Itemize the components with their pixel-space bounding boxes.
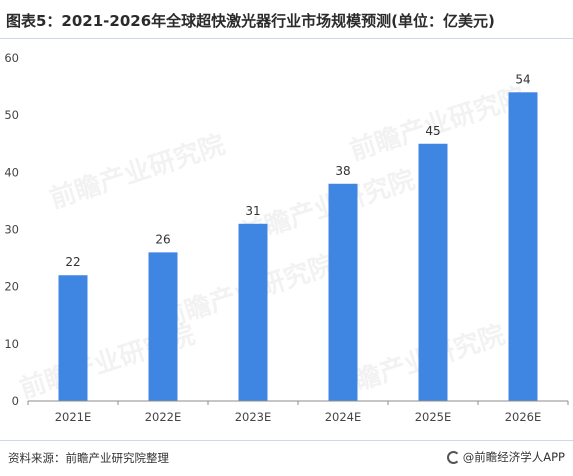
- y-tick-label: 0: [12, 394, 19, 408]
- y-tick-label: 50: [4, 108, 19, 122]
- x-tick-label: 2023E: [235, 410, 272, 424]
- bar: [58, 275, 88, 401]
- y-tick-label: 60: [4, 51, 19, 65]
- y-axis: 0 10 20 30 40 50 60: [4, 51, 19, 408]
- bar-value-label: 38: [335, 164, 350, 178]
- bar: [418, 143, 448, 401]
- watermark-text: 前瞻产业研究院: [46, 129, 229, 215]
- brand-text: @前瞻经济学人APP: [462, 450, 565, 464]
- y-tick-label: 40: [4, 165, 19, 179]
- bar: [238, 223, 268, 401]
- bars-layer: [58, 92, 538, 402]
- x-tick-label: 2022E: [145, 410, 182, 424]
- x-tick-label: 2024E: [325, 410, 362, 424]
- y-tick-label: 30: [4, 223, 19, 237]
- x-tick-label: 2026E: [505, 410, 542, 424]
- data-labels-layer: 22 26 31 38 45 54: [65, 72, 530, 269]
- bar: [508, 92, 538, 402]
- watermark-layer: 前瞻产业研究院前瞻产业研究院前瞻产业研究院前瞻产业研究院前瞻产业研究院前瞻产业研…: [16, 81, 529, 405]
- bar-value-label: 45: [425, 124, 440, 138]
- chart-title: 图表5：2021-2026年全球超快激光器行业市场规模预测(单位：亿美元): [6, 12, 495, 30]
- source-note: 资料来源：前瞻产业研究院整理: [8, 451, 169, 465]
- bar-value-label: 54: [515, 72, 530, 86]
- y-tick-label: 10: [4, 337, 19, 351]
- bar-value-label: 26: [155, 232, 170, 246]
- x-tick-label: 2021E: [55, 410, 92, 424]
- brand-credit: @前瞻经济学人APP: [446, 449, 565, 465]
- title-divider: [0, 38, 573, 39]
- x-tick-label: 2025E: [415, 410, 452, 424]
- bar-value-label: 22: [65, 255, 80, 269]
- brand-logo-icon: [446, 450, 460, 464]
- y-tick-label: 20: [4, 280, 19, 294]
- bar-value-label: 31: [245, 204, 260, 218]
- bar: [328, 183, 358, 401]
- x-axis: 2021E 2022E 2023E 2024E 2025E 2026E: [27, 400, 569, 424]
- bar-chart: 前瞻产业研究院前瞻产业研究院前瞻产业研究院前瞻产业研究院前瞻产业研究院前瞻产业研…: [4, 51, 569, 424]
- bar: [148, 252, 178, 401]
- footer-divider: [0, 440, 573, 441]
